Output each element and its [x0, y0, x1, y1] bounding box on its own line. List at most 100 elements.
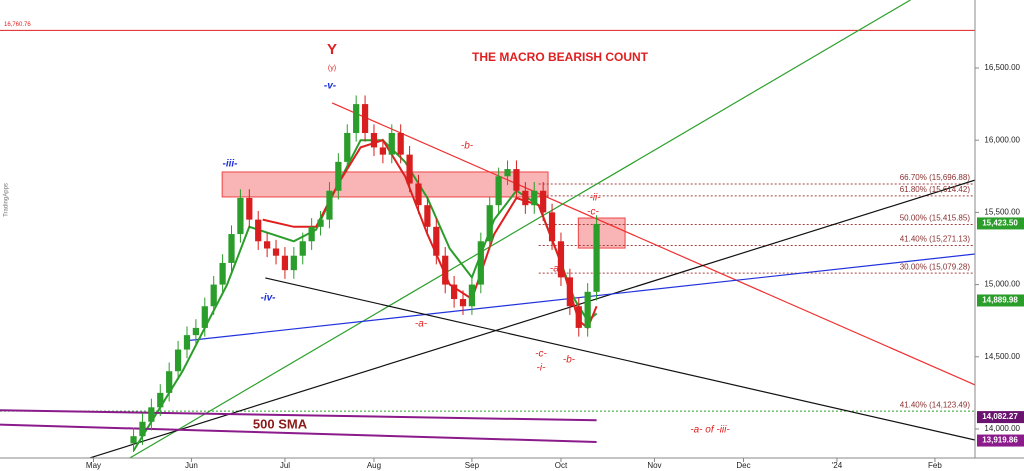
- wave-label: -a-: [550, 264, 563, 275]
- trend-line: [89, 179, 975, 458]
- plot-area: [0, 0, 975, 458]
- candle-body: [442, 255, 449, 285]
- price-tag-label: 14,082.27: [982, 412, 1018, 421]
- level-label: 41.40% (14,123.49): [900, 400, 971, 409]
- y-tick-label: 14,500.00: [984, 352, 1020, 361]
- candle-body: [290, 255, 297, 271]
- candle-body: [415, 183, 422, 206]
- candle-body: [219, 262, 226, 285]
- candle-body: [450, 284, 458, 300]
- chart-title: THE MACRO BEARISH COUNT: [472, 50, 649, 64]
- y-tick-label: 15,000.00: [984, 280, 1020, 289]
- candle-body: [522, 190, 529, 206]
- candle-body: [210, 284, 217, 307]
- x-tick-label: Nov: [647, 461, 661, 470]
- candle-body: [477, 241, 484, 285]
- moving-average: [0, 409, 597, 422]
- candle-body: [593, 223, 600, 292]
- candle-body: [255, 219, 262, 242]
- candle-body: [183, 335, 191, 350]
- candle-body: [353, 104, 360, 133]
- candle-body: [166, 371, 173, 393]
- level-label: 16,760.76: [4, 22, 31, 28]
- candle-body: [201, 306, 208, 328]
- candle-body: [584, 291, 591, 328]
- candle-body: [513, 169, 520, 191]
- y-tick-label: 16,000.00: [984, 135, 1020, 144]
- candle-body: [246, 197, 253, 220]
- x-tick-label: Sep: [465, 461, 480, 470]
- trend-line: [265, 277, 975, 441]
- candle-body: [344, 132, 351, 162]
- sma-label: 500 SMA: [253, 416, 308, 431]
- candle-body: [531, 190, 538, 206]
- wave-label: -a-: [415, 319, 428, 330]
- candle-body: [299, 241, 306, 256]
- candle-body: [139, 421, 146, 437]
- candle-body: [557, 241, 565, 278]
- level-label: 30.00% (15,079.28): [900, 262, 971, 271]
- wave-label: -i-: [537, 363, 547, 374]
- price-tag-label: 15,423.50: [982, 219, 1018, 228]
- price-tag: [977, 294, 1024, 307]
- price-zone: [221, 171, 549, 198]
- candle-body: [317, 219, 324, 227]
- moving-average: [0, 423, 597, 443]
- trend-line: [129, 0, 911, 458]
- wave-label: Y: [327, 41, 337, 58]
- price-zone: [577, 217, 626, 249]
- candle-body: [566, 277, 573, 307]
- candle-body: [486, 205, 493, 242]
- candle-body: [388, 132, 395, 155]
- candle-body: [379, 147, 386, 155]
- candle-body: [504, 169, 511, 177]
- candle-body: [335, 161, 342, 191]
- candle-body: [575, 306, 582, 328]
- x-tick-label: Oct: [555, 461, 568, 470]
- wave-label: -a- of -iii-: [690, 425, 730, 436]
- candle-body: [548, 212, 556, 242]
- wave-label: (y): [328, 65, 336, 72]
- wave-label: -ii-: [589, 193, 601, 204]
- wave-label: -iii-: [223, 159, 239, 170]
- candle-body: [406, 154, 413, 184]
- candle-body: [361, 104, 369, 133]
- candle-body: [228, 234, 235, 263]
- wave-label: -b-: [461, 141, 474, 152]
- candle-body: [308, 226, 315, 242]
- candle-body: [397, 132, 404, 155]
- candle-body: [495, 176, 502, 206]
- price-tag: [977, 217, 1024, 230]
- candle-body: [130, 436, 137, 444]
- wave-label: -c-: [587, 207, 599, 218]
- candle-body: [424, 205, 431, 227]
- level-label: 41.40% (15,271.13): [900, 235, 971, 244]
- y-tick-label: 14,000.00: [984, 424, 1020, 433]
- x-tick-label: '24: [832, 461, 843, 470]
- y-tick-label: 15,500.00: [984, 208, 1020, 217]
- wave-label: -b-: [563, 355, 576, 366]
- price-tag-label: 14,889.98: [982, 296, 1018, 305]
- candle-body: [281, 255, 289, 271]
- x-tick-label: Dec: [736, 461, 750, 470]
- x-tick-label: Jul: [280, 461, 290, 470]
- wave-label: -v-: [324, 81, 337, 92]
- candle-body: [468, 284, 476, 307]
- candle-body: [174, 349, 182, 372]
- trend-line: [185, 253, 975, 342]
- price-tag-label: 13,919.86: [982, 436, 1018, 445]
- candle-body: [459, 299, 467, 307]
- candle-body: [148, 407, 155, 422]
- candle-body: [237, 197, 244, 235]
- candle-body: [370, 132, 378, 148]
- candle-body: [433, 226, 440, 256]
- candle-body: [540, 190, 547, 213]
- x-tick-label: Feb: [928, 461, 942, 470]
- candle-body: [264, 241, 271, 249]
- level-label: 66.70% (15,696.88): [900, 173, 971, 182]
- candle-body: [272, 248, 280, 256]
- x-tick-label: Aug: [367, 461, 381, 470]
